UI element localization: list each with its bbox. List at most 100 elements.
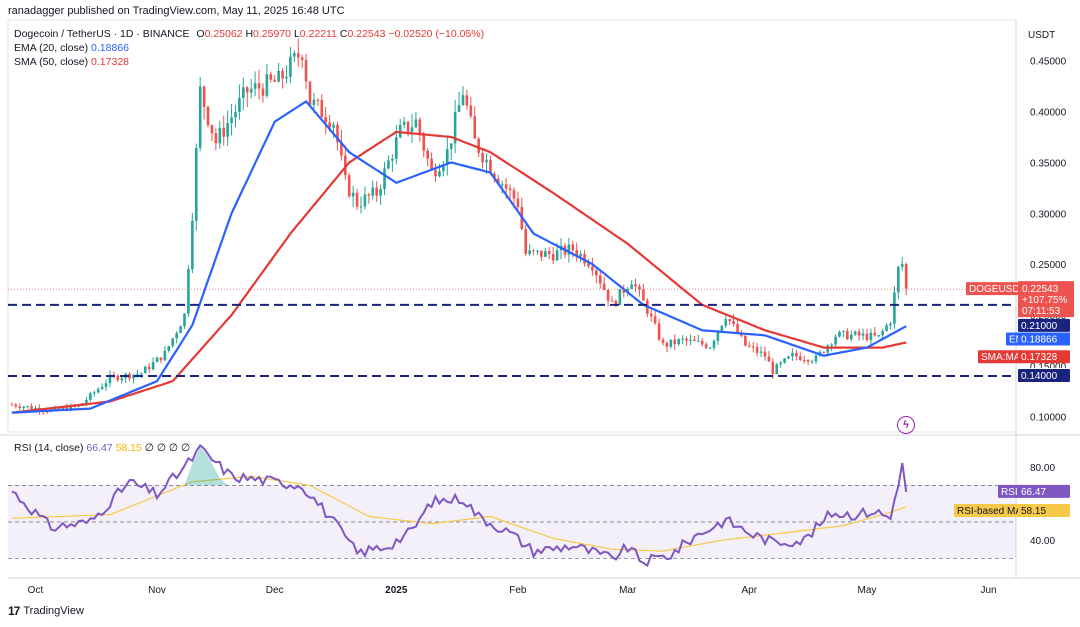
candle-body	[544, 251, 547, 257]
candle-body	[787, 356, 790, 359]
candle-body	[147, 366, 151, 370]
candle-body	[893, 292, 896, 324]
candle-body	[798, 356, 802, 360]
price-tick-label: 0.30000	[1030, 209, 1067, 220]
candle-body	[747, 345, 751, 347]
candle-body	[249, 88, 253, 93]
footer-brand: 17 TradingView	[8, 604, 84, 618]
candle-body	[202, 86, 206, 107]
candle-body	[394, 137, 398, 159]
candle-body	[614, 300, 618, 306]
candle-body	[457, 105, 461, 112]
candle-body	[120, 378, 124, 381]
candle-body	[634, 284, 637, 287]
candle-body	[214, 133, 218, 144]
candle-body	[532, 250, 535, 252]
price-pane[interactable]	[7, 19, 1017, 433]
candle-body	[587, 263, 590, 267]
time-axis-label: May	[858, 585, 877, 596]
candle-body	[183, 313, 186, 327]
candle-body	[22, 406, 25, 409]
candle-body	[469, 105, 473, 117]
candle-body	[473, 116, 477, 139]
rsi-legend[interactable]: RSI (14, close) 66.47 58.15 ∅ ∅ ∅ ∅	[14, 442, 190, 454]
currency-unit[interactable]: USDT	[1028, 30, 1056, 41]
candle-body	[136, 373, 139, 375]
ohlc-open: 0.25062	[204, 28, 243, 40]
ema-price-tag: 0.18866	[1021, 335, 1058, 346]
candle-body	[355, 192, 359, 207]
candle-body	[673, 339, 677, 345]
candle-body	[328, 122, 331, 128]
candle-body	[677, 339, 680, 345]
candle-body	[795, 352, 798, 357]
time-axis-label: Oct	[28, 585, 44, 596]
candle-body	[320, 99, 324, 118]
rsi-overbought-fill	[184, 447, 228, 486]
candle-body	[763, 351, 767, 357]
candle-body	[618, 289, 622, 306]
rsi-value-tag-bg	[1018, 484, 1070, 498]
candle-body	[434, 169, 437, 177]
candle-body	[296, 53, 300, 58]
rsi-legend-label: RSI (14, close)	[14, 442, 84, 454]
candle-body	[685, 338, 688, 341]
ema-legend-row[interactable]: EMA (20, close) 0.18866	[14, 41, 484, 55]
rsi-pane[interactable]	[8, 444, 1016, 568]
ohlc-low-label: L	[293, 28, 300, 40]
candle-body	[865, 333, 869, 341]
candle-body	[830, 344, 833, 346]
candle-body	[846, 331, 849, 340]
candle-body	[869, 332, 873, 341]
candle-body	[285, 76, 288, 79]
candle-body	[873, 332, 877, 336]
candle-body	[336, 124, 339, 143]
resistance-price-tag-bg	[1018, 318, 1070, 332]
candle-body	[414, 119, 418, 128]
candle-body	[465, 95, 469, 106]
sma-legend-row[interactable]: SMA (50, close) 0.17328	[14, 55, 484, 69]
ohlc-close-label: C	[339, 28, 348, 40]
candle-body	[540, 250, 543, 257]
candle-body	[877, 335, 881, 337]
candle-body	[171, 338, 175, 346]
candle-body	[324, 117, 327, 123]
candle-body	[814, 355, 818, 362]
candle-body	[630, 284, 633, 289]
candle-body	[524, 229, 528, 255]
candle-body	[598, 275, 602, 284]
candle-body	[34, 407, 37, 410]
candle-body	[779, 362, 782, 365]
candle-body	[18, 406, 22, 409]
time-axis-label: Feb	[509, 585, 527, 596]
rsi-ma-line	[11, 475, 907, 552]
candle-body	[194, 147, 198, 221]
candle-body	[226, 123, 229, 137]
candle-body	[461, 95, 465, 106]
candle-body	[312, 99, 316, 105]
candle-body	[889, 323, 892, 326]
time-axis-label: 2025	[385, 585, 408, 596]
candle-body	[132, 374, 135, 379]
ohlc-high: 0.25970	[253, 28, 292, 40]
candle-body	[402, 121, 406, 125]
ohlc-close: 0.22543	[347, 28, 386, 40]
ema20-line	[11, 99, 907, 414]
candle-body	[853, 331, 857, 335]
flash-icon[interactable]: ϟ	[897, 416, 915, 434]
candle-body	[210, 125, 214, 134]
candle-body	[516, 198, 520, 207]
candle-body	[567, 244, 571, 255]
candle-body	[289, 56, 292, 77]
symbol-name[interactable]: Dogecoin / TetherUS · 1D · BINANCE	[14, 28, 190, 40]
sma50-line	[11, 130, 907, 414]
candle-body	[826, 345, 830, 353]
candle-body	[371, 187, 375, 196]
candle-body	[653, 316, 657, 324]
price-tick-label: 0.25000	[1030, 260, 1067, 271]
candle-body	[293, 53, 296, 57]
candle-body	[810, 361, 814, 363]
candle-body	[422, 135, 426, 151]
candle-body	[477, 138, 480, 153]
last-price-value: 0.22543	[1022, 284, 1059, 295]
